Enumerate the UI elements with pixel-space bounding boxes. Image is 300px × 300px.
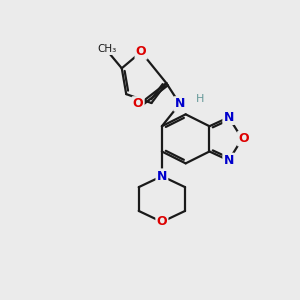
Text: N: N xyxy=(157,170,167,183)
Text: N: N xyxy=(175,98,185,110)
Text: CH₃: CH₃ xyxy=(97,44,116,54)
Text: N: N xyxy=(224,154,234,167)
Text: O: O xyxy=(136,45,146,58)
Text: H: H xyxy=(196,94,205,104)
Text: N: N xyxy=(224,111,234,124)
Text: O: O xyxy=(238,132,249,145)
Text: O: O xyxy=(157,215,167,228)
Text: O: O xyxy=(133,98,143,110)
